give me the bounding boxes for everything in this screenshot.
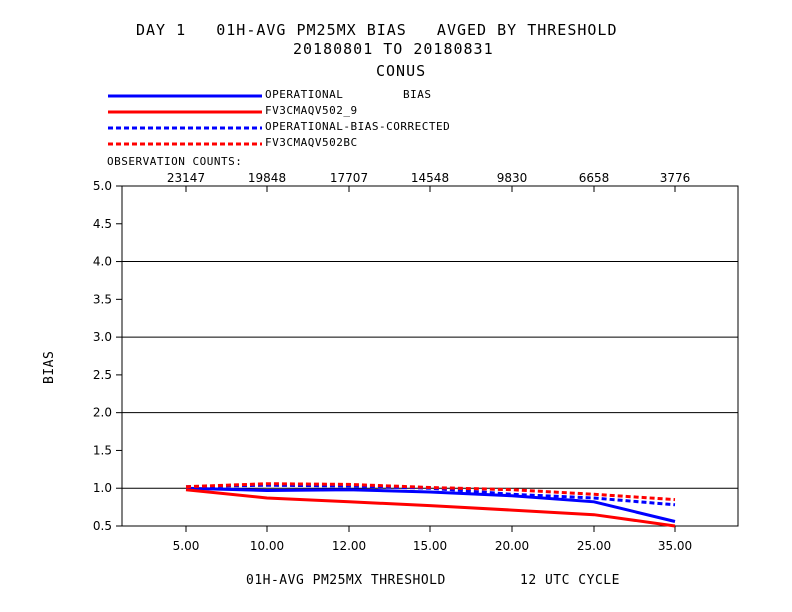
observation-count: 23147 [167, 171, 205, 185]
legend-entry: OPERATIONAL [265, 88, 344, 101]
y-tick-label: 4.5 [93, 217, 112, 231]
x-tick-label: 25.00 [577, 539, 611, 553]
observation-count: 9830 [497, 171, 528, 185]
cycle-label: 12 UTC CYCLE [520, 573, 620, 588]
legend-suffix: BIAS [403, 88, 432, 101]
y-tick-label: 3.5 [93, 292, 112, 306]
legend-entry: FV3CMAQV502BC [265, 136, 358, 149]
chart-region: CONUS [376, 62, 427, 80]
y-tick-label: 1.5 [93, 443, 112, 457]
y-tick-label: 2.5 [93, 368, 112, 382]
chart-title: DAY 1 01H-AVG PM25MX BIAS AVGED BY THRES… [136, 21, 618, 39]
observation-count: 3776 [660, 171, 691, 185]
legend-entry: OPERATIONAL-BIAS-CORRECTED [265, 120, 451, 133]
observation-counts-label: OBSERVATION COUNTS: [107, 155, 243, 168]
x-tick-label: 5.00 [173, 539, 200, 553]
x-tick-label: 10.00 [250, 539, 284, 553]
observation-count: 19848 [248, 171, 286, 185]
x-tick-label: 12.00 [332, 539, 366, 553]
observation-count: 6658 [579, 171, 610, 185]
x-tick-label: 20.00 [495, 539, 529, 553]
y-tick-label: 0.5 [93, 519, 112, 533]
series-line [185, 482, 676, 502]
y-tick-label: 4.0 [93, 255, 112, 269]
chart-subtitle: 20180801 TO 20180831 [293, 40, 494, 58]
y-tick-label: 1.0 [93, 481, 112, 495]
x-tick-label: 35.00 [658, 539, 692, 553]
series-line [185, 488, 676, 528]
observation-count: 17707 [330, 171, 368, 185]
x-axis-label: 01H-AVG PM25MX THRESHOLD [246, 573, 446, 588]
plot-frame [121, 185, 739, 527]
series-line [185, 486, 676, 523]
y-tick-label: 5.0 [93, 179, 112, 193]
x-tick-label: 15.00 [413, 539, 447, 553]
y-tick-label: 2.0 [93, 406, 112, 420]
legend-entry: FV3CMAQV502_9 [265, 104, 358, 117]
y-tick-label: 3.0 [93, 330, 112, 344]
observation-count: 14548 [411, 171, 449, 185]
